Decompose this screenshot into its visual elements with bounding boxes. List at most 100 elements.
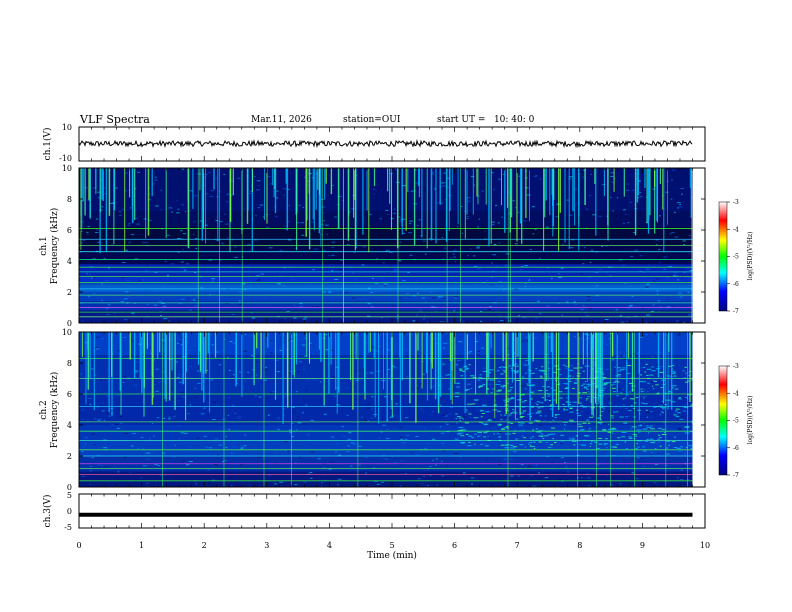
spectrogram-speckle bbox=[611, 429, 615, 431]
spectrogram-speckle bbox=[101, 299, 103, 301]
spectrogram-speckle bbox=[126, 181, 129, 183]
spectrogram-speckle bbox=[480, 311, 483, 313]
spectrogram-speckle bbox=[495, 204, 498, 206]
spectrogram-speckle bbox=[499, 315, 501, 316]
spectrogram-speckle bbox=[589, 261, 592, 263]
spectrogram-speckle bbox=[215, 351, 219, 353]
spectrogram-speckle bbox=[587, 391, 589, 393]
spectrogram-speckle bbox=[565, 232, 567, 234]
spectrogram-speckle bbox=[466, 197, 471, 199]
spectrogram-speckle bbox=[628, 436, 632, 438]
spectrogram-speckle bbox=[532, 405, 535, 407]
spectrogram-speckle bbox=[687, 394, 690, 396]
spectrogram-speckle bbox=[299, 305, 303, 307]
spectrogram-speckle bbox=[580, 309, 584, 310]
spectrogram-speckle bbox=[203, 407, 206, 409]
spectrogram-speckle bbox=[282, 285, 285, 287]
spectrogram-speckle bbox=[422, 240, 426, 242]
spectrogram-speckle bbox=[288, 239, 292, 241]
spectrogram-speckle bbox=[179, 381, 183, 383]
spectrogram-speckle bbox=[193, 195, 198, 197]
spectrogram-speckle bbox=[490, 284, 493, 286]
spectrogram-speckle bbox=[259, 204, 264, 206]
spectrogram-speckle bbox=[608, 428, 613, 430]
spectrogram-speckle bbox=[660, 222, 664, 224]
spectrogram-speckle bbox=[247, 244, 251, 245]
spectrogram-speckle bbox=[188, 295, 192, 297]
spectrogram-speckle bbox=[583, 387, 587, 389]
spectrogram-speckle bbox=[647, 390, 649, 392]
spectrogram-speckle bbox=[257, 456, 262, 458]
spectrogram-speckle bbox=[393, 269, 398, 271]
spectrogram-speckle bbox=[573, 367, 579, 369]
spectrogram-speckle bbox=[494, 403, 497, 405]
spectrogram-speckle bbox=[680, 446, 684, 448]
x-tick-label: 3 bbox=[264, 541, 269, 550]
ch2-spec-ytick-label: 6 bbox=[67, 390, 72, 399]
spectrogram-speckle bbox=[282, 188, 287, 190]
spectrogram-speckle bbox=[405, 434, 410, 436]
spectrogram-speckle bbox=[240, 168, 242, 170]
spectrogram-speckle bbox=[108, 415, 111, 417]
spectrogram-speckle bbox=[458, 427, 464, 428]
spectrogram-speckle bbox=[512, 432, 516, 434]
spectrogram-speckle bbox=[659, 371, 664, 373]
spectrogram-speckle bbox=[610, 460, 614, 462]
spectrogram-speckle bbox=[92, 258, 96, 260]
spectrogram-speckle bbox=[630, 255, 634, 257]
spectrogram-speckle bbox=[549, 408, 552, 410]
spectrogram-speckle bbox=[559, 423, 561, 425]
spectrogram-speckle bbox=[488, 419, 491, 421]
spectrogram-speckle bbox=[204, 265, 207, 267]
spectrogram-speckle bbox=[503, 458, 507, 460]
spectrogram-speckle bbox=[522, 429, 525, 431]
spectrogram-speckle bbox=[674, 236, 679, 238]
spectrogram-speckle bbox=[611, 417, 615, 419]
spectrogram-speckle bbox=[120, 422, 123, 424]
spectrogram-speckle bbox=[601, 377, 607, 379]
spectrogram-speckle bbox=[207, 172, 211, 174]
spectrogram-speckle bbox=[662, 392, 668, 394]
spectrogram-speckle bbox=[399, 426, 403, 428]
spectrogram-speckle bbox=[590, 249, 594, 251]
spectrogram-speckle bbox=[227, 288, 230, 290]
spectrogram-speckle bbox=[334, 279, 339, 280]
spectrogram-speckle bbox=[404, 349, 408, 351]
spectrogram-speckle bbox=[667, 276, 670, 278]
spectrogram-speckle bbox=[265, 366, 268, 368]
spectrogram-speckle bbox=[331, 252, 333, 254]
spectrogram-speckle bbox=[500, 366, 505, 368]
spectrogram-speckle bbox=[643, 397, 645, 399]
spectrogram-speckle bbox=[537, 401, 540, 403]
spectrogram-speckle bbox=[180, 230, 183, 232]
spectrogram-speckle bbox=[293, 431, 295, 433]
spectrogram-speckle bbox=[311, 221, 315, 223]
spectrogram-speckle bbox=[286, 450, 290, 452]
spectrogram-speckle bbox=[140, 436, 144, 438]
spectrogram-speckle bbox=[355, 284, 359, 286]
spectrogram-speckle bbox=[263, 297, 267, 299]
spectrogram-speckle bbox=[404, 438, 408, 440]
spectrogram-speckle bbox=[643, 189, 646, 191]
spectrogram-speckle bbox=[287, 339, 291, 341]
spectrogram-speckle bbox=[156, 417, 160, 419]
spectrogram-speckle bbox=[538, 435, 544, 437]
spectrogram-speckle bbox=[371, 352, 374, 354]
spectrogram-speckle bbox=[90, 470, 92, 472]
spectrogram-speckle bbox=[523, 309, 526, 311]
spectrogram-speckle bbox=[520, 394, 525, 396]
colorbar-tick-label: -6 bbox=[733, 281, 739, 288]
spectrogram-speckle bbox=[611, 181, 615, 183]
spectrogram-speckle bbox=[629, 436, 632, 438]
spectrogram-speckle bbox=[387, 337, 389, 339]
spectrogram-speckle bbox=[453, 310, 456, 312]
spectrogram-speckle bbox=[455, 484, 457, 485]
spectrogram-speckle bbox=[218, 364, 222, 366]
spectrogram-speckle bbox=[194, 387, 197, 389]
spectrogram-speckle bbox=[96, 347, 100, 349]
spectrogram-speckle bbox=[460, 429, 464, 431]
spectrogram-speckle bbox=[415, 263, 419, 264]
spectrogram-speckle bbox=[256, 279, 261, 281]
spectrogram-speckle bbox=[189, 190, 193, 192]
